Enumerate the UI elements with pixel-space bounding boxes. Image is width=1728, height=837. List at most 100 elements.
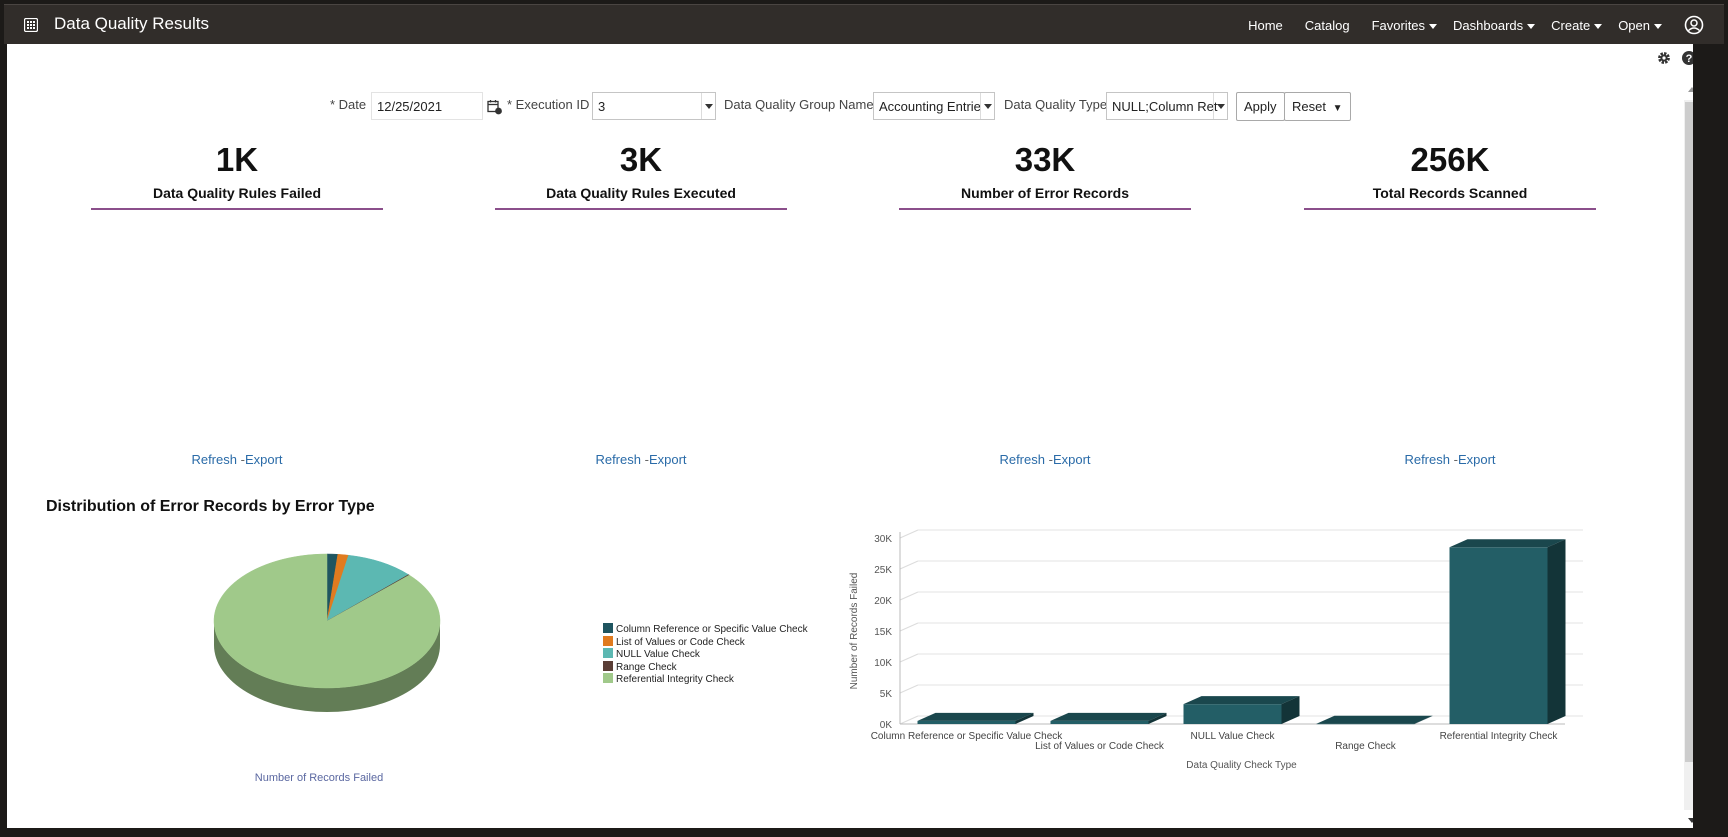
gear-icon[interactable] [1656, 50, 1672, 66]
bar [1183, 704, 1282, 724]
chevron-down-icon [701, 93, 715, 119]
kpi-records-scanned: 256K Total Records Scanned [1304, 140, 1596, 210]
quality-type-label: Data Quality Type [1004, 97, 1108, 112]
nav-dashboards[interactable]: Dashboards [1453, 18, 1535, 33]
pie-side-wall [214, 621, 440, 712]
execution-id-select[interactable]: 3 [592, 92, 716, 120]
kpi-label: Total Records Scanned [1304, 185, 1596, 210]
group-name-label: Data Quality Group Name [724, 97, 874, 112]
chevron-down-icon [980, 93, 994, 119]
bar-side [1015, 712, 1034, 724]
grid-diagonal [899, 591, 919, 601]
legend-label: NULL Value Check [616, 649, 700, 660]
date-field[interactable]: 12/25/2021 [371, 92, 483, 120]
kpi-1-links: Refresh -Export [91, 452, 383, 467]
nav-favorites[interactable]: Favorites [1372, 18, 1437, 33]
legend-swatch [603, 623, 613, 633]
calendar-icon[interactable] [487, 99, 503, 115]
bar-top [1316, 715, 1433, 724]
nav-open[interactable]: Open [1618, 18, 1662, 33]
legend-item[interactable]: Referential Integrity Check [603, 673, 808, 686]
export-link[interactable]: Export [1052, 452, 1091, 467]
bar-side [1547, 539, 1566, 724]
y-tick-label: 0K [880, 720, 893, 731]
pie-chart [213, 553, 441, 712]
legend-label: Range Check [616, 661, 677, 673]
group-name-value: Accounting Entrie [879, 99, 981, 114]
pie-slice [213, 553, 441, 689]
grid-diagonal [899, 715, 919, 725]
kpi-2-links: Refresh -Export [495, 452, 787, 467]
bar-side [1281, 696, 1300, 724]
link-separator: - [1048, 452, 1053, 467]
bar [1050, 720, 1149, 724]
svg-text:?: ? [1686, 53, 1693, 65]
help-icon[interactable]: ? [1681, 50, 1697, 66]
link-separator: - [1453, 452, 1458, 467]
legend-label: List of Values or Code Check [616, 636, 745, 648]
nav-home[interactable]: Home [1248, 17, 1283, 33]
x-tick-label: NULL Value Check [1191, 731, 1276, 742]
global-nav: Home Catalog Favorites Dashboards Create… [1226, 5, 1724, 45]
bar [1449, 547, 1548, 724]
bar [917, 720, 1016, 724]
legend-item[interactable]: NULL Value Check [603, 648, 808, 661]
nav-catalog[interactable]: Catalog [1304, 17, 1350, 33]
legend-item[interactable]: List of Values or Code Check [603, 635, 808, 649]
refresh-link[interactable]: Refresh [1404, 452, 1450, 467]
legend-swatch [603, 648, 613, 658]
pie-chart-footer: Number of Records Failed [254, 772, 384, 784]
legend-swatch [603, 660, 613, 671]
group-name-select[interactable]: Accounting Entrie [873, 92, 995, 120]
kpi-rules-failed: 1K Data Quality Rules Failed [91, 140, 383, 210]
pie-legend: Column Reference or Specific Value Check… [603, 623, 808, 686]
x-tick-label: List of Values or Code Check [1035, 741, 1165, 752]
legend-item[interactable]: Column Reference or Specific Value Check [603, 623, 808, 636]
grid-diagonal [899, 529, 919, 539]
legend-item[interactable]: Range Check [603, 660, 808, 674]
x-tick-label: Referential Integrity Check [1440, 731, 1559, 742]
kpi-rules-executed: 3K Data Quality Rules Executed [495, 140, 787, 210]
refresh-link[interactable]: Refresh [595, 452, 641, 467]
date-label: * Date [330, 97, 367, 112]
legend-swatch [603, 635, 613, 646]
bar [1316, 723, 1415, 725]
link-separator: - [644, 452, 649, 467]
quality-type-select[interactable]: NULL;Column Ret [1106, 92, 1228, 120]
reset-button[interactable]: Reset ▼ [1284, 92, 1351, 121]
x-tick-label: Range Check [1335, 741, 1397, 752]
reset-label: Reset [1292, 99, 1326, 114]
bar-top [1050, 712, 1167, 721]
y-tick-label: 5K [880, 689, 893, 700]
kpi-error-records: 33K Number of Error Records [899, 140, 1191, 210]
kpi-value: 3K [619, 141, 663, 178]
y-tick-label: 30K [874, 534, 892, 545]
kpi-3-links: Refresh -Export [899, 452, 1191, 467]
user-avatar-icon[interactable] [1684, 15, 1704, 35]
grid-diagonal [899, 653, 919, 663]
export-link[interactable]: Export [1457, 452, 1496, 467]
nav-create[interactable]: Create [1551, 18, 1602, 33]
bar-side [1414, 715, 1433, 724]
grid-diagonal [899, 560, 919, 570]
refresh-link[interactable]: Refresh [999, 452, 1045, 467]
bar-chart: 0K 5K 10K 15K 20K 25K 30K Column Reference or S… [849, 529, 1583, 771]
kpi-label: Data Quality Rules Executed [495, 185, 787, 210]
legend-label: Referential Integrity Check [616, 674, 734, 685]
y-axis-title: Number of Records Failed [849, 573, 860, 690]
quality-type-value: NULL;Column Ret [1112, 99, 1218, 114]
x-axis-title: Data Quality Check Type [1186, 760, 1297, 771]
apps-grid-icon[interactable] [24, 18, 38, 32]
legend-label: Column Reference or Specific Value Check [616, 624, 808, 635]
export-link[interactable]: Export [244, 452, 283, 467]
kpi-value: 33K [1014, 141, 1076, 178]
export-link[interactable]: Export [648, 452, 687, 467]
apply-button[interactable]: Apply [1236, 92, 1285, 121]
bar-side [1148, 712, 1167, 724]
grid-diagonal [899, 622, 919, 632]
window-edge [1693, 44, 1724, 828]
refresh-link[interactable]: Refresh [191, 452, 237, 467]
legend-swatch [603, 673, 613, 683]
y-tick-label: 15K [874, 627, 892, 638]
